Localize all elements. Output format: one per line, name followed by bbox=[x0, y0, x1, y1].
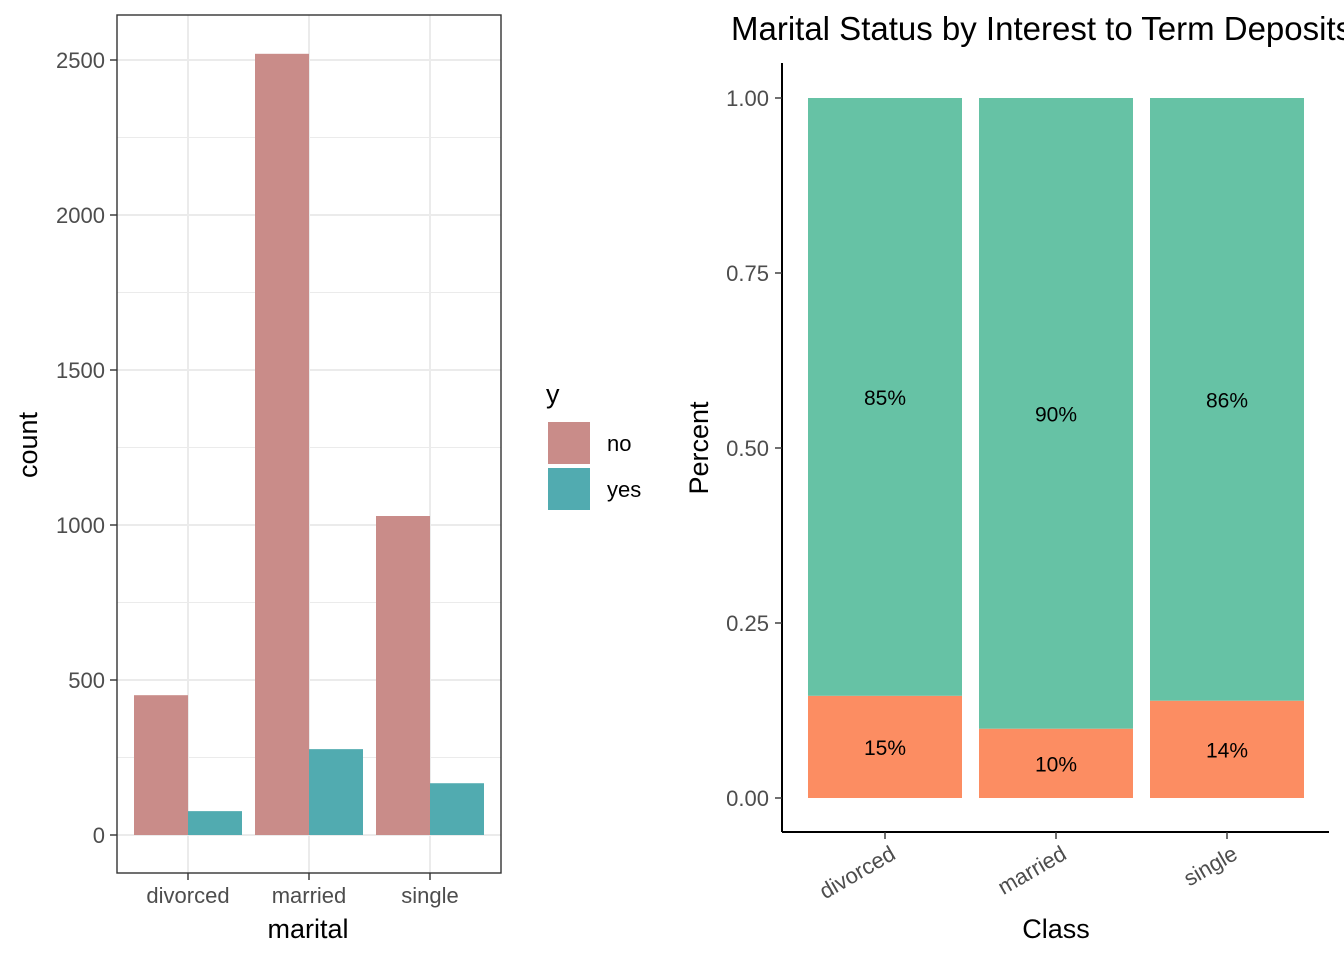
bar-percent-label: 14% bbox=[1206, 739, 1248, 762]
left-x-axis-title: marital bbox=[267, 914, 348, 944]
stacked-bar-divorced-1 bbox=[808, 98, 962, 696]
legend-key-yes bbox=[548, 468, 590, 510]
right-y-tick-label: 0.00 bbox=[726, 786, 769, 811]
bar-percent-label: 86% bbox=[1206, 389, 1248, 412]
left-axis: 0 500 1000 1500 2000 2500 divorced married singl… bbox=[56, 14, 502, 908]
count-bar-chart: 0 500 1000 1500 2000 2500 divorced married singl… bbox=[13, 14, 641, 944]
percent-stacked-bar-chart: Marital Status by Interest to Term Depos… bbox=[684, 10, 1344, 944]
right-chart-title: Marital Status by Interest to Term Depos… bbox=[731, 10, 1344, 47]
right-y-tick-label: 0.75 bbox=[726, 261, 769, 286]
stacked-bar-single-1 bbox=[1150, 98, 1304, 701]
right-x-tick-label: married bbox=[993, 841, 1070, 900]
right-x-tick-label: divorced bbox=[815, 841, 900, 904]
right-y-axis-title: Percent bbox=[684, 401, 714, 495]
left-y-tick-label: 1000 bbox=[56, 513, 105, 538]
right-x-tick-label: single bbox=[1179, 841, 1241, 891]
left-y-tick-label: 2500 bbox=[56, 48, 105, 73]
legend-label-yes: yes bbox=[607, 477, 641, 502]
right-y-tick-label: 1.00 bbox=[726, 86, 769, 111]
bar-yes-single bbox=[430, 783, 484, 835]
left-x-tick-label: married bbox=[272, 883, 347, 908]
legend: y no yes bbox=[546, 379, 641, 510]
left-y-tick-label: 500 bbox=[68, 668, 105, 693]
stacked-bar-divorced-0 bbox=[808, 695, 962, 798]
right-bars: 15% 85% 10% 90% 14% 86% bbox=[808, 98, 1304, 798]
left-y-tick-label: 1500 bbox=[56, 358, 105, 383]
right-x-axis-title: Class bbox=[1022, 914, 1090, 944]
bar-percent-label: 15% bbox=[864, 737, 906, 760]
right-y-tick-label: 0.25 bbox=[726, 611, 769, 636]
left-y-tick-label: 2000 bbox=[56, 203, 105, 228]
right-y-tick-label: 0.50 bbox=[726, 436, 769, 461]
bar-percent-label: 90% bbox=[1035, 403, 1077, 426]
left-y-tick-label: 0 bbox=[93, 823, 105, 848]
left-y-axis-title: count bbox=[13, 411, 43, 478]
bar-yes-married bbox=[309, 749, 363, 835]
left-bars bbox=[134, 53, 484, 836]
bar-percent-label: 85% bbox=[864, 387, 906, 410]
legend-label-no: no bbox=[607, 431, 631, 456]
left-x-tick-label: divorced bbox=[146, 883, 229, 908]
left-x-tick-label: single bbox=[401, 883, 458, 908]
legend-key-no bbox=[548, 422, 590, 464]
bar-percent-label: 10% bbox=[1035, 753, 1077, 776]
stacked-bar-single-0 bbox=[1150, 700, 1304, 798]
bar-no-married bbox=[255, 53, 309, 836]
bar-yes-divorced bbox=[188, 811, 242, 835]
legend-title: y bbox=[546, 379, 560, 409]
bar-no-divorced bbox=[134, 695, 188, 835]
stacked-bar-married-0 bbox=[979, 728, 1133, 798]
stacked-bar-married-1 bbox=[979, 98, 1133, 729]
bar-no-single bbox=[376, 516, 430, 835]
